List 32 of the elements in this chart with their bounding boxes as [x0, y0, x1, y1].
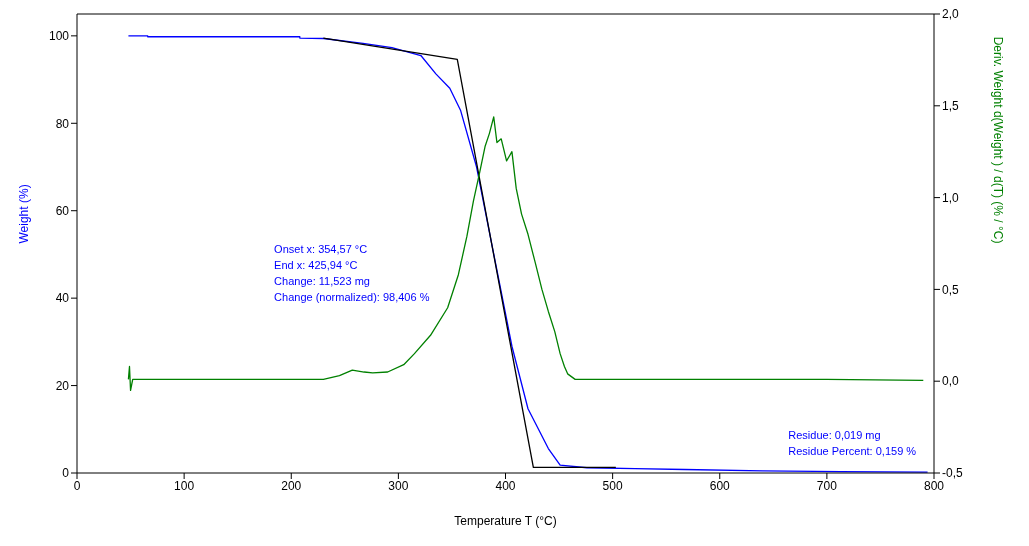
y-tick-label: 80: [55, 116, 70, 131]
annotation: Residue: 0,019 mg: [788, 429, 881, 442]
annotation: End x: 425,94 °C: [274, 259, 358, 271]
annotation: Residue Percent: 0,159 %: [788, 445, 917, 458]
x-axis-title: Temperature T (°C): [454, 514, 557, 528]
y2-tick-label: 0,0: [942, 374, 960, 389]
y-tick-label: 20: [55, 378, 70, 393]
y2-tick-label: 1,0: [942, 190, 960, 205]
x-tick-label: 400: [495, 478, 516, 493]
x-tick-label: 200: [281, 478, 302, 493]
y-tick-label: 40: [55, 291, 70, 306]
x-tick-label: 500: [602, 478, 623, 493]
x-tick-label: 100: [174, 478, 195, 493]
annotation: Change: 11,523 mg: [274, 275, 370, 287]
x-tick-label: 600: [709, 478, 731, 493]
y2-tick-label: 1,5: [942, 99, 960, 114]
line-series: [127, 35, 929, 473]
y2-tick-label: 2,0: [942, 7, 960, 22]
y-tick-label: 100: [48, 29, 70, 44]
y-tick-label: 60: [55, 203, 70, 218]
x-tick-label: 300: [388, 478, 409, 493]
y2-tick-label: 0,5: [942, 282, 960, 297]
annotation: Change (normalized): 98,406 %: [274, 291, 430, 303]
annotation: Onset x: 354,57 °C: [274, 243, 368, 255]
x-tick-label: 700: [816, 478, 838, 493]
x-tick-label: 0: [73, 478, 81, 493]
line-series: [127, 116, 924, 392]
y2-tick-label: -0,5: [942, 466, 963, 481]
y2-axis-title: Deriv. Weight d(Weight ) / d(T) (% / °C): [990, 36, 1005, 244]
x-tick-label: 800: [923, 478, 945, 493]
y-tick-label: 0: [62, 466, 70, 481]
y-axis-title: Weight (%): [17, 184, 32, 244]
